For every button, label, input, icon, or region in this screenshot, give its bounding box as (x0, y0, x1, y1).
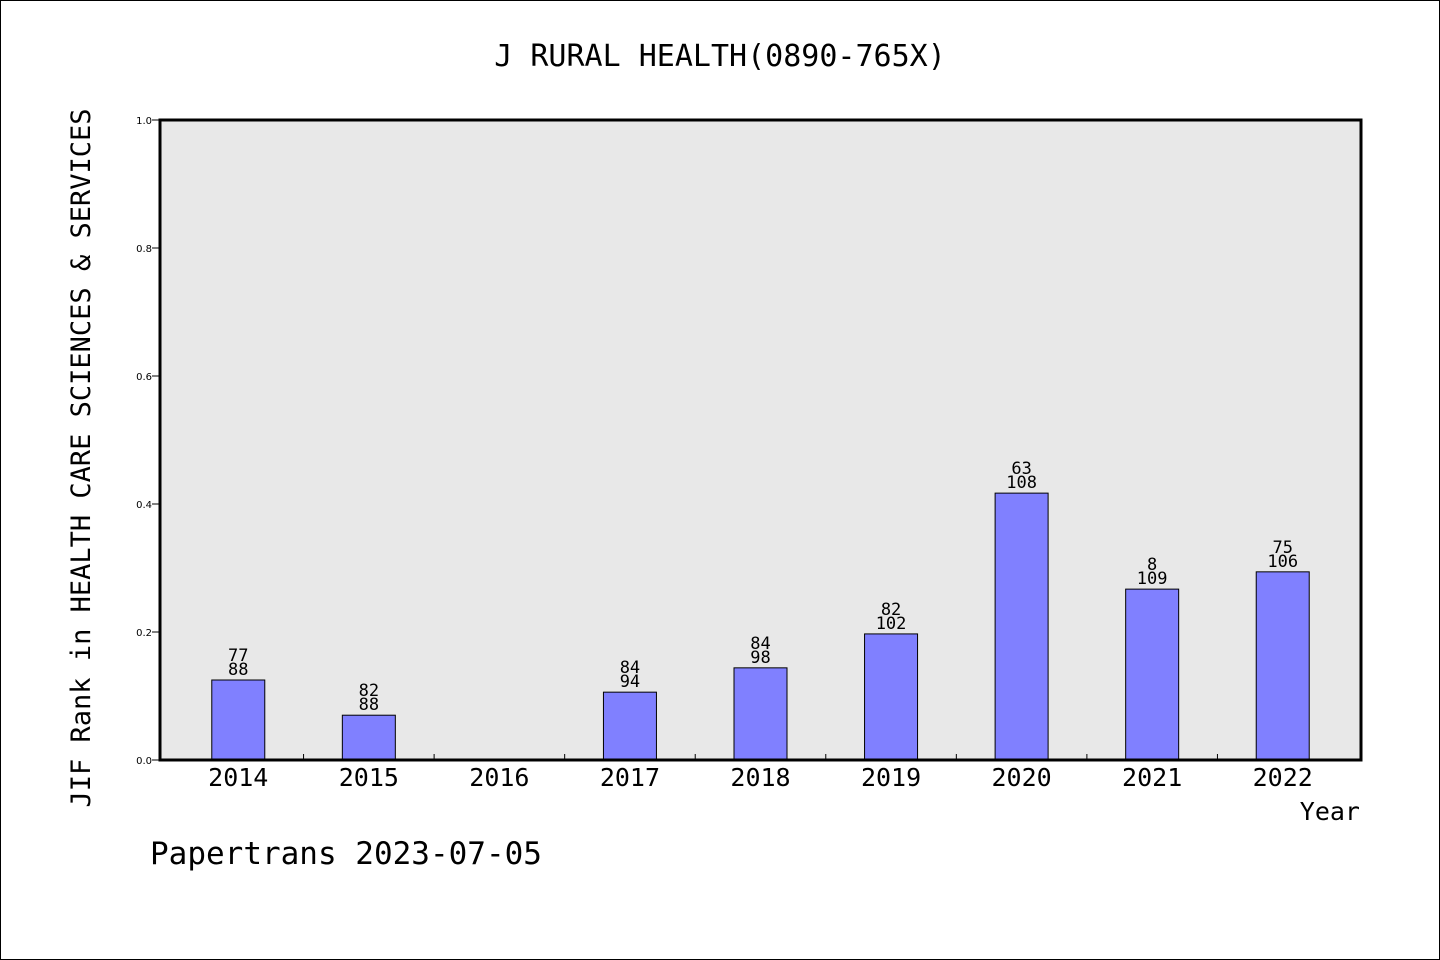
x-tick-label: 2021 (1122, 763, 1182, 792)
bar-2020 (994, 492, 1049, 761)
y-tick-label: 0.2 (136, 628, 152, 639)
x-tick-label: 2014 (208, 763, 268, 792)
bar-series (211, 492, 1310, 761)
bar-rank-label: 63 (1011, 459, 1031, 479)
bar-rank-label: 84 (620, 658, 640, 678)
x-tick-label: 2022 (1253, 763, 1313, 792)
bar-rank-label: 82 (359, 681, 379, 701)
bar-total-label: 108 (1006, 473, 1037, 493)
bar-rank-label: 77 (228, 646, 248, 666)
bar-total-label: 94 (620, 672, 640, 692)
bar-2022 (1255, 571, 1310, 761)
bar-total-label: 106 (1267, 552, 1298, 572)
x-tick-label: 2015 (339, 763, 399, 792)
x-axis-label: Year (1300, 797, 1360, 826)
chart-title: J RURAL HEALTH(0890-765X) (494, 39, 946, 74)
y-tick-label: 1.0 (136, 116, 152, 127)
bar-2014 (211, 679, 266, 761)
bar-2021 (1125, 588, 1180, 761)
y-axis-label: JIF Rank in HEALTH CARE SCIENCES & SERVI… (66, 109, 97, 808)
x-tick-label: 2017 (600, 763, 660, 792)
bar-2015 (341, 714, 396, 761)
y-tick-label: 0.8 (136, 244, 152, 255)
y-tick-label: 0.6 (136, 372, 152, 383)
x-tick-label: 2016 (469, 763, 529, 792)
y-tick-label: 0.4 (136, 500, 152, 511)
bar-2017 (602, 691, 657, 761)
bar-total-label: 109 (1137, 569, 1168, 589)
bar-rank-label: 8 (1147, 555, 1157, 575)
bar-total-label: 98 (750, 648, 770, 668)
x-tick-label: 2018 (730, 763, 790, 792)
bar-2018 (733, 667, 788, 761)
x-axis: 2014 2015 2016 2017 2018 2019 2020 2021 2022 (208, 754, 1313, 792)
plot-border (158, 118, 1363, 762)
bar-2019 (864, 633, 919, 761)
y-tick-label: 0.0 (136, 756, 152, 767)
bar-rank-label: 75 (1272, 538, 1292, 558)
bar-rank-label: 84 (750, 634, 770, 654)
x-tick-label: 2019 (861, 763, 921, 792)
y-axis: 0.0 0.2 0.4 0.6 0.8 1.0 (136, 116, 160, 767)
bar-total-label: 88 (359, 695, 379, 715)
x-tick-label: 2020 (992, 763, 1052, 792)
bar-rank-label: 82 (881, 600, 901, 620)
footer-source-date: Papertrans 2023-07-05 (150, 836, 542, 872)
bar-total-label: 102 (876, 614, 907, 634)
bar-total-label: 88 (228, 660, 248, 680)
